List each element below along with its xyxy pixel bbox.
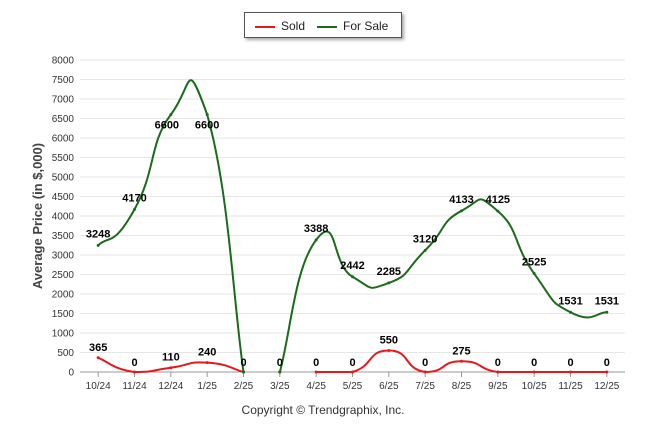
data-label-sold: 0 <box>604 357 610 369</box>
y-tick-label: 500 <box>57 348 74 359</box>
legend-label-for-sale: For Sale <box>343 19 389 33</box>
y-tick-label: 3000 <box>52 251 75 262</box>
data-point-sold <box>314 370 318 374</box>
data-point-sold <box>205 361 209 365</box>
data-label-sold: 0 <box>349 357 355 369</box>
x-tick-label: 5/25 <box>343 381 363 392</box>
data-point-for-sale <box>569 310 572 314</box>
data-label-sold: 365 <box>89 342 107 354</box>
y-tick-label: 6000 <box>52 134 75 145</box>
y-axis-title: Average Price (in $,000) <box>30 143 45 289</box>
x-tick-label: 10/25 <box>522 381 547 392</box>
data-point-for-sale <box>532 272 536 276</box>
y-tick-label: 5500 <box>52 153 75 164</box>
data-label-sold: 0 <box>531 357 537 369</box>
x-tick-label: 1/25 <box>197 381 217 392</box>
data-point-sold <box>532 370 536 374</box>
y-tick-label: 2500 <box>52 270 75 281</box>
data-label-sold: 110 <box>162 352 180 364</box>
data-label-for-sale: 6600 <box>155 120 179 132</box>
data-label-sold: 0 <box>495 357 501 369</box>
x-tick-label: 9/25 <box>488 381 508 392</box>
x-tick-label: 12/25 <box>594 381 619 392</box>
y-tick-label: 2000 <box>52 290 75 301</box>
x-tick-label: 4/25 <box>306 381 326 392</box>
data-point-sold <box>605 370 609 374</box>
data-label-sold: 0 <box>422 357 428 369</box>
data-point-for-sale <box>133 207 136 211</box>
data-point-for-sale <box>387 281 391 285</box>
data-label-sold: 275 <box>452 345 470 357</box>
copyright-text: Copyright © Trendgraphix, Inc. <box>241 403 405 417</box>
y-tick-label: 0 <box>68 368 74 379</box>
data-point-for-sale <box>278 370 282 374</box>
y-tick-label: 6500 <box>52 114 75 125</box>
data-point-for-sale <box>351 275 354 279</box>
x-tick-label: 8/25 <box>452 381 472 392</box>
data-label-for-sale: 2442 <box>340 260 364 272</box>
data-label-sold: 240 <box>198 347 216 359</box>
series-line-for-sale <box>278 198 607 373</box>
data-point-sold <box>423 370 427 374</box>
data-point-for-sale <box>242 370 245 374</box>
x-tick-label: 2/25 <box>234 381 254 392</box>
legend-label-sold: Sold <box>281 19 306 33</box>
data-label-for-sale: 1531 <box>595 295 619 307</box>
y-tick-label: 3500 <box>52 231 75 242</box>
data-label-for-sale: 4125 <box>486 194 510 206</box>
data-label-sold: 0 <box>277 357 283 369</box>
data-point-sold <box>569 370 572 374</box>
data-point-for-sale <box>169 113 173 117</box>
data-point-sold <box>387 349 391 353</box>
x-tick-label: 3/25 <box>270 381 290 392</box>
x-tick-label: 6/25 <box>379 381 399 392</box>
data-label-sold: 550 <box>380 335 398 347</box>
x-tick-label: 7/25 <box>415 381 435 392</box>
data-point-sold <box>351 370 354 374</box>
data-label-for-sale: 1531 <box>558 295 582 307</box>
data-point-for-sale <box>460 209 463 213</box>
series-line-for-sale <box>97 79 245 373</box>
data-label-for-sale: 3248 <box>86 228 110 240</box>
data-point-for-sale <box>96 243 100 247</box>
data-label-sold: 0 <box>313 357 319 369</box>
data-point-for-sale <box>605 310 609 314</box>
data-label-for-sale: 4170 <box>122 192 146 204</box>
y-tick-label: 4000 <box>52 212 75 223</box>
y-tick-label: 1000 <box>52 329 75 340</box>
legend-swatch-sold <box>255 26 275 28</box>
legend: Sold For Sale <box>244 12 402 38</box>
y-tick-label: 1500 <box>52 309 75 320</box>
data-point-sold <box>96 356 100 360</box>
y-tick-label: 4500 <box>52 192 75 203</box>
data-point-for-sale <box>314 238 318 242</box>
data-label-for-sale: 4133 <box>449 194 473 206</box>
y-tick-label: 8000 <box>52 56 75 67</box>
data-label-sold: 0 <box>131 357 137 369</box>
y-tick-label: 7000 <box>52 95 75 106</box>
x-tick-label: 12/24 <box>158 381 183 392</box>
legend-swatch-for-sale <box>317 26 337 28</box>
data-point-for-sale <box>423 248 427 252</box>
data-label-sold: 0 <box>240 357 246 369</box>
data-point-sold <box>133 370 136 374</box>
data-label-for-sale: 2285 <box>377 266 401 278</box>
y-tick-label: 5000 <box>52 173 75 184</box>
data-point-for-sale <box>496 209 500 213</box>
data-label-for-sale: 6600 <box>195 120 219 132</box>
data-label-for-sale: 3388 <box>304 223 328 235</box>
data-label-for-sale: 3120 <box>413 233 437 245</box>
y-tick-label: 7500 <box>52 75 75 86</box>
x-tick-label: 10/24 <box>86 381 111 392</box>
x-tick-label: 11/25 <box>558 381 583 392</box>
data-label-sold: 0 <box>567 357 573 369</box>
data-point-for-sale <box>205 113 209 117</box>
data-label-for-sale: 2525 <box>522 257 546 269</box>
data-point-sold <box>460 359 463 363</box>
x-tick-label: 11/24 <box>122 381 147 392</box>
data-point-sold <box>496 370 500 374</box>
data-point-sold <box>169 366 173 370</box>
